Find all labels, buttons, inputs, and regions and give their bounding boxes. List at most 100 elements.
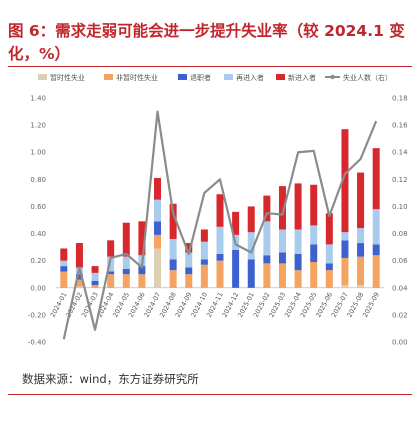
legend-label: 退职者 (190, 73, 211, 82)
y2-tick-label: 0.10 (392, 203, 408, 211)
legend-line-marker (330, 74, 335, 80)
bar-segment (216, 253, 224, 261)
y2-tick-label: 0.00 (392, 339, 408, 347)
legend-swatch (224, 74, 233, 80)
legend-label: 再进入者 (236, 74, 264, 82)
bar-segment (60, 266, 68, 272)
bar-segment (216, 260, 224, 288)
chart-area: 暂时性失业 非暂时性失业 退职者 再进入者 新进入者 失业人数（右） -0.40 -0.20 0… (0, 68, 420, 372)
y-tick-label: 0.60 (30, 203, 46, 211)
bar-segment (107, 240, 115, 257)
bar-segment (154, 221, 162, 235)
bar-segment (247, 232, 255, 260)
bar-segment (138, 274, 146, 288)
y-tick-label: -0.20 (28, 311, 46, 319)
bar-segment (341, 129, 349, 233)
bar-segment (278, 229, 286, 253)
bar-segment (185, 243, 193, 253)
bar-segment (91, 285, 99, 288)
bar-segment (372, 244, 380, 256)
bar-segment (325, 263, 333, 271)
bar-segment (325, 244, 333, 264)
bar-segment (200, 241, 208, 260)
bar-segment (154, 234, 162, 249)
bar-segment (216, 194, 224, 227)
legend-swatch (276, 74, 285, 80)
bar-segment (185, 252, 193, 268)
bar-segment (122, 274, 130, 288)
y2-tick-label: 0.14 (392, 149, 408, 157)
source-note: 数据来源：wind，东方证券研究所 (22, 372, 199, 386)
bar-segment (154, 177, 162, 200)
y2-tick-label: 0.18 (392, 95, 408, 103)
y2-tick-label: 0.16 (392, 122, 408, 130)
chart-svg: 暂时性失业 非暂时性失业 退职者 再进入者 新进入者 失业人数（右） -0.40 -0.20 0… (28, 73, 408, 347)
bar-segment (341, 240, 349, 258)
bar-segment (325, 270, 333, 288)
bar-segment (263, 255, 271, 264)
bar-segment (216, 226, 224, 254)
bar-segment (294, 183, 302, 230)
bar-segment (138, 221, 146, 256)
bar-segment (185, 267, 193, 275)
bar-segment (310, 225, 318, 245)
bar-segment (341, 285, 349, 288)
y2-tick-label: 0.12 (392, 176, 408, 184)
bar-segment (75, 279, 83, 287)
bar-segment (60, 260, 68, 267)
bar-segment (169, 203, 177, 239)
legend-label: 新进入者 (288, 73, 316, 82)
bar-segment (357, 172, 365, 229)
bar-segment (122, 268, 130, 275)
bar-segment (278, 263, 286, 288)
bar-segment (357, 228, 365, 244)
bar-segment (75, 274, 83, 280)
bar-segment (310, 244, 318, 263)
legend-label: 非暂时性失业 (116, 73, 158, 82)
bar-segment (75, 286, 83, 288)
bar-segment (154, 248, 162, 288)
bar-segment (169, 259, 177, 271)
bar-segment (60, 248, 68, 261)
bar-segment (107, 274, 115, 288)
bar-segment (169, 270, 177, 288)
bar-segment (232, 211, 240, 235)
bar-segment (200, 259, 208, 265)
y-tick-label: 1.20 (30, 122, 46, 130)
bar-segment (122, 222, 130, 257)
bar-segment (91, 281, 99, 286)
bar-segment (341, 257, 349, 286)
bar-segment (107, 271, 115, 275)
bar-segment (232, 249, 240, 288)
legend-swatch (38, 74, 47, 80)
bottom-divider (8, 394, 412, 395)
bar-segment (91, 272, 99, 281)
bar-segment (169, 238, 177, 260)
y2-tick-label: 0.08 (392, 230, 408, 238)
legend-swatch (178, 74, 187, 80)
bar-segment (278, 252, 286, 264)
bar-segment (357, 285, 365, 288)
legend-swatch (104, 74, 113, 80)
bar-segment (310, 262, 318, 288)
bar-segment (341, 232, 349, 241)
bar-segment (247, 259, 255, 288)
bar-segment (294, 270, 302, 288)
bar-segment (294, 253, 302, 271)
bar-segment (75, 243, 83, 268)
bar-segment (263, 195, 271, 222)
bar-segment (372, 255, 380, 288)
bar-segment (138, 266, 146, 275)
bar-segment (278, 186, 286, 230)
bar-segment (122, 256, 130, 269)
title-divider (8, 66, 412, 67)
bar-segment (357, 256, 365, 286)
y-tick-label: 0.20 (30, 257, 46, 265)
bar-segment (200, 229, 208, 242)
bar-segment (60, 271, 68, 288)
legend-label: 失业人数（右） (343, 73, 392, 82)
bar-segment (357, 243, 365, 257)
y-tick-label: -0.40 (28, 339, 46, 347)
bar-segment (154, 199, 162, 222)
bar-segment (185, 274, 193, 288)
